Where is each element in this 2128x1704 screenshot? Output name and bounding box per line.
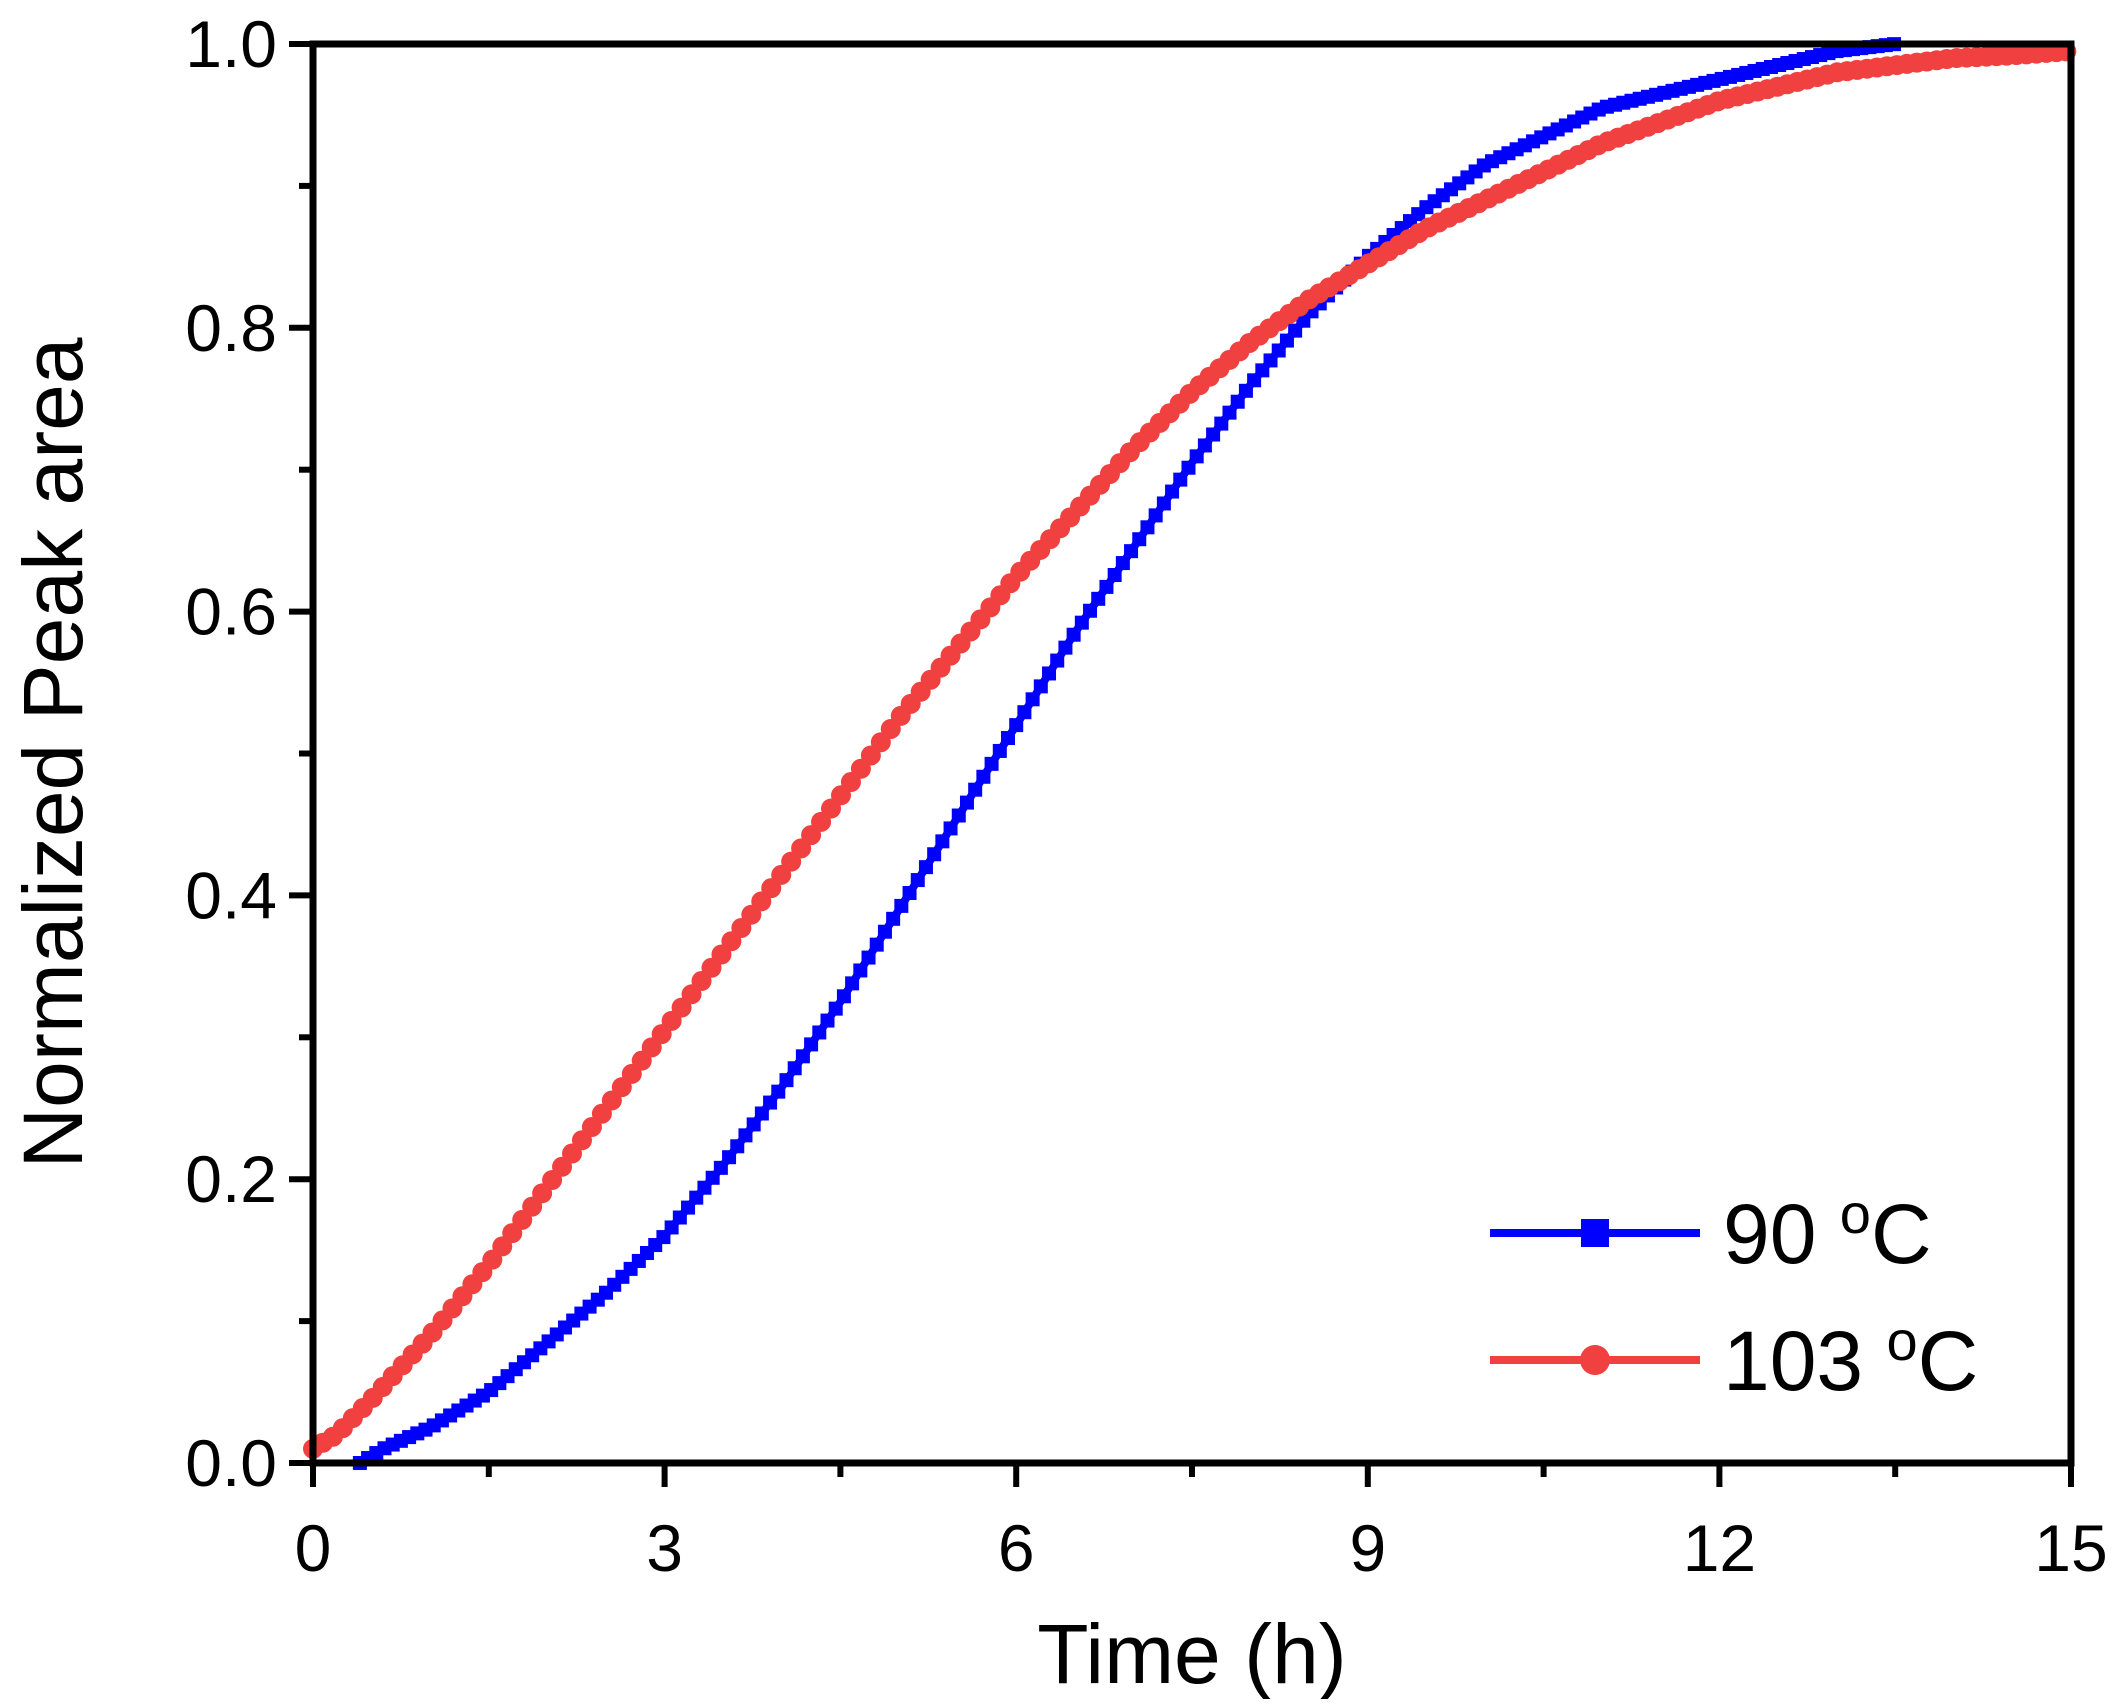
data-point <box>1091 591 1106 606</box>
data-point <box>1156 496 1171 511</box>
x-tick-label: 12 <box>1683 1511 1756 1585</box>
y-tick-label: 0.0 <box>185 1426 277 1500</box>
series-1 <box>303 41 2077 1459</box>
data-point <box>968 782 983 797</box>
x-tick-label: 15 <box>2034 1511 2107 1585</box>
data-point <box>1099 579 1114 594</box>
data-point <box>1214 416 1229 431</box>
data-point <box>1132 532 1147 547</box>
data-point <box>853 963 868 978</box>
legend-item: 103 oC <box>1490 1309 1978 1408</box>
data-point <box>951 808 966 823</box>
data-point <box>804 1037 819 1052</box>
series-layer <box>303 37 2077 1470</box>
data-point <box>976 769 991 784</box>
data-point <box>869 937 884 952</box>
data-point <box>812 1025 827 1040</box>
data-point <box>738 1128 753 1143</box>
axes-layer: 0 3 6 9 12 15 0.0 0.2 0.4 0.6 0.8 1.0 <box>185 7 2107 1585</box>
data-point <box>992 743 1007 758</box>
legend: 90 oC 103 oC <box>1490 1182 1978 1408</box>
data-point <box>1083 603 1098 618</box>
data-point <box>959 795 974 810</box>
data-point <box>1042 666 1057 681</box>
x-tick-label: 6 <box>998 1511 1035 1585</box>
data-point <box>1000 731 1015 746</box>
data-point <box>918 860 933 875</box>
data-point <box>1074 615 1089 630</box>
data-point <box>910 873 925 888</box>
data-point <box>820 1013 835 1028</box>
y-axis-label: Normalized Peak area <box>6 337 100 1168</box>
x-tick-label: 3 <box>646 1511 683 1585</box>
data-point <box>1148 508 1163 523</box>
series-0 <box>352 37 1902 1470</box>
data-point <box>1230 394 1245 409</box>
data-point <box>713 1160 728 1175</box>
data-point <box>1066 627 1081 642</box>
data-point <box>877 924 892 939</box>
data-point <box>927 847 942 862</box>
data-point <box>1197 438 1212 453</box>
data-point <box>1140 520 1155 535</box>
data-point <box>1165 484 1180 499</box>
data-point <box>1173 472 1188 487</box>
data-point <box>1206 427 1221 442</box>
data-point <box>1058 640 1073 655</box>
data-point <box>1124 544 1139 559</box>
y-tick-label: 0.6 <box>185 575 277 649</box>
data-point <box>779 1073 794 1088</box>
data-point <box>984 756 999 771</box>
data-point <box>1238 383 1253 398</box>
data-point <box>1033 679 1048 694</box>
legend-marker-square <box>1581 1219 1609 1247</box>
data-point <box>746 1117 761 1132</box>
data-point <box>1115 556 1130 571</box>
series-line <box>357 40 1896 1467</box>
x-tick-label: 9 <box>1349 1511 1386 1585</box>
data-point <box>935 834 950 849</box>
data-point <box>787 1061 802 1076</box>
legend-marker-circle <box>1580 1345 1610 1375</box>
y-tick-label: 0.4 <box>185 858 277 932</box>
x-axis-label: Time (h) <box>1037 1607 1347 1699</box>
data-point <box>1181 460 1196 475</box>
data-point <box>730 1139 745 1154</box>
data-point <box>836 989 851 1004</box>
y-tick-label: 0.8 <box>185 291 277 365</box>
data-point <box>902 885 917 900</box>
data-point <box>861 950 876 965</box>
data-point <box>754 1106 769 1121</box>
y-tick-label: 1.0 <box>185 7 277 81</box>
x-tick-label: 0 <box>295 1511 332 1585</box>
legend-item: 90 oC <box>1490 1182 1932 1281</box>
data-point <box>1025 692 1040 707</box>
data-point <box>845 976 860 991</box>
data-point <box>763 1095 778 1110</box>
data-point <box>943 821 958 836</box>
legend-label: 90 oC <box>1723 1182 1932 1281</box>
y-tick-label: 0.2 <box>185 1142 277 1216</box>
data-point <box>1050 653 1065 668</box>
data-point <box>894 898 909 913</box>
data-point <box>1009 718 1024 733</box>
data-point <box>795 1049 810 1064</box>
data-point <box>1107 567 1122 582</box>
data-point <box>722 1150 737 1165</box>
data-point <box>828 1001 843 1016</box>
data-point <box>1189 449 1204 464</box>
legend-label: 103 oC <box>1723 1309 1978 1408</box>
data-point <box>771 1084 786 1099</box>
data-point <box>1222 405 1237 420</box>
data-point <box>886 911 901 926</box>
data-point <box>1017 705 1032 720</box>
